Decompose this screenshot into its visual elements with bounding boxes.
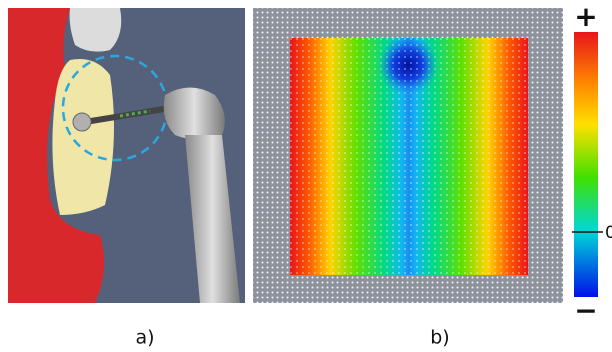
colorbar-zero-label: 0: [605, 223, 612, 243]
panel-b-image: [253, 8, 563, 303]
colorbar-max-label: +: [574, 0, 597, 33]
figure: + 0 − a) b): [0, 0, 612, 352]
colorbar-scale: [574, 32, 598, 297]
panel-label: a): [135, 327, 154, 349]
tooth-preparation: [52, 59, 114, 215]
page: + 0 − a) b) (() => { const data = JSON.p…: [0, 0, 612, 352]
bur-head: [73, 113, 91, 131]
colorbar: + 0 −: [572, 0, 612, 327]
tooth: [70, 8, 122, 52]
panel-a-image: [8, 8, 245, 303]
colorbar-min-label: −: [574, 294, 597, 327]
panel-label: b): [430, 327, 449, 349]
mesh-overlay: [290, 38, 528, 275]
